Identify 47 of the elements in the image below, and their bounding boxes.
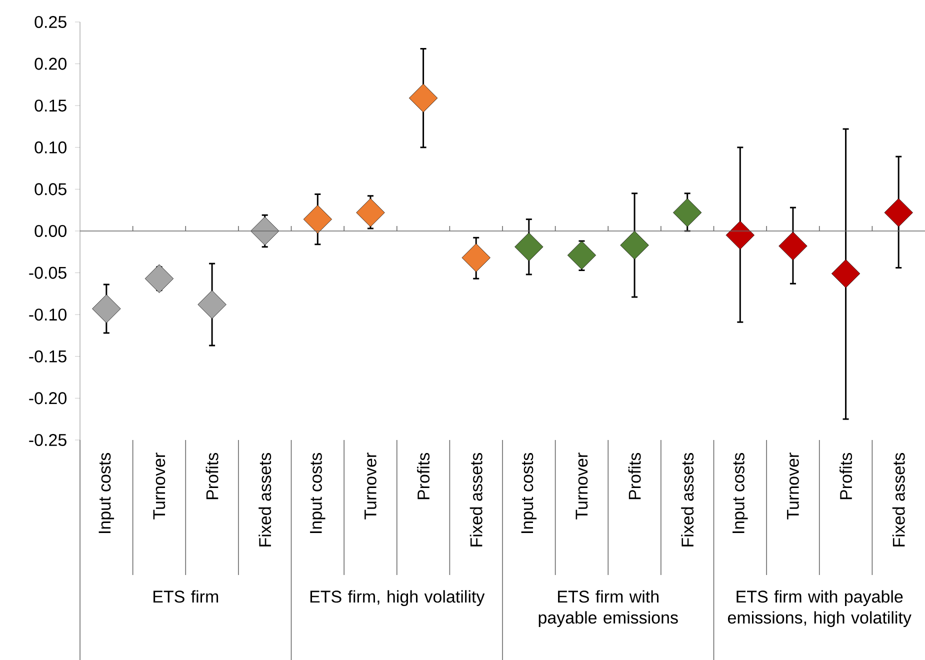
point — [620, 230, 649, 260]
point — [831, 259, 860, 288]
point — [778, 232, 808, 260]
point — [726, 220, 755, 250]
point — [567, 240, 596, 270]
text: ETS firm with payable emissions, high volatility — [728, 590, 912, 628]
x-tick-label: Turnover — [787, 452, 799, 520]
y-tick-label: 0.15 — [34, 100, 66, 112]
x-tick-label: Fixed assets — [470, 452, 482, 546]
point — [408, 84, 438, 112]
point — [92, 294, 121, 324]
y-tick-label: 0.20 — [34, 58, 66, 70]
x-tick-label: Input costs — [732, 452, 748, 533]
text: ETS firm, high volatility — [310, 590, 485, 606]
x-tick-label: Profits — [206, 452, 218, 500]
y-tick-label: -0.10 — [29, 308, 66, 321]
point — [514, 232, 544, 262]
x-tick-label: Fixed assets — [892, 452, 905, 546]
point — [144, 264, 174, 293]
point — [198, 290, 226, 319]
x-tick-label: Input costs — [98, 452, 114, 533]
x-tick-label: Input costs — [521, 452, 537, 533]
point — [884, 198, 913, 227]
x-tick-label: Profits — [417, 452, 430, 500]
x-tick-label: Turnover — [364, 452, 376, 520]
x-tick-label: Fixed assets — [258, 452, 272, 546]
y-tick-label: -0.25 — [29, 434, 66, 446]
y-tick-label: 0.05 — [34, 183, 66, 196]
x-tick-label: Turnover — [576, 452, 588, 520]
point — [356, 198, 385, 227]
y-tick-label: -0.15 — [29, 350, 66, 362]
y-tick-label: 0.25 — [34, 16, 66, 28]
point — [250, 216, 280, 246]
x-tick-label: Fixed assets — [681, 452, 694, 546]
y-tick-label: 0.10 — [34, 141, 66, 154]
x-tick-label: Turnover — [153, 452, 166, 520]
point — [462, 243, 490, 272]
y-tick-label: -0.20 — [29, 392, 66, 404]
point — [303, 204, 332, 234]
y-tick-label: -0.05 — [29, 266, 66, 279]
point — [673, 198, 702, 227]
text: ETS firm — [154, 590, 218, 603]
x-tick-label: Input costs — [310, 452, 326, 533]
y-tick-label: 0.00 — [34, 224, 66, 238]
x-tick-label: Profits — [628, 452, 641, 500]
text: ETS firm with payable emissions — [538, 590, 678, 628]
x-tick-label: Profits — [840, 452, 852, 500]
